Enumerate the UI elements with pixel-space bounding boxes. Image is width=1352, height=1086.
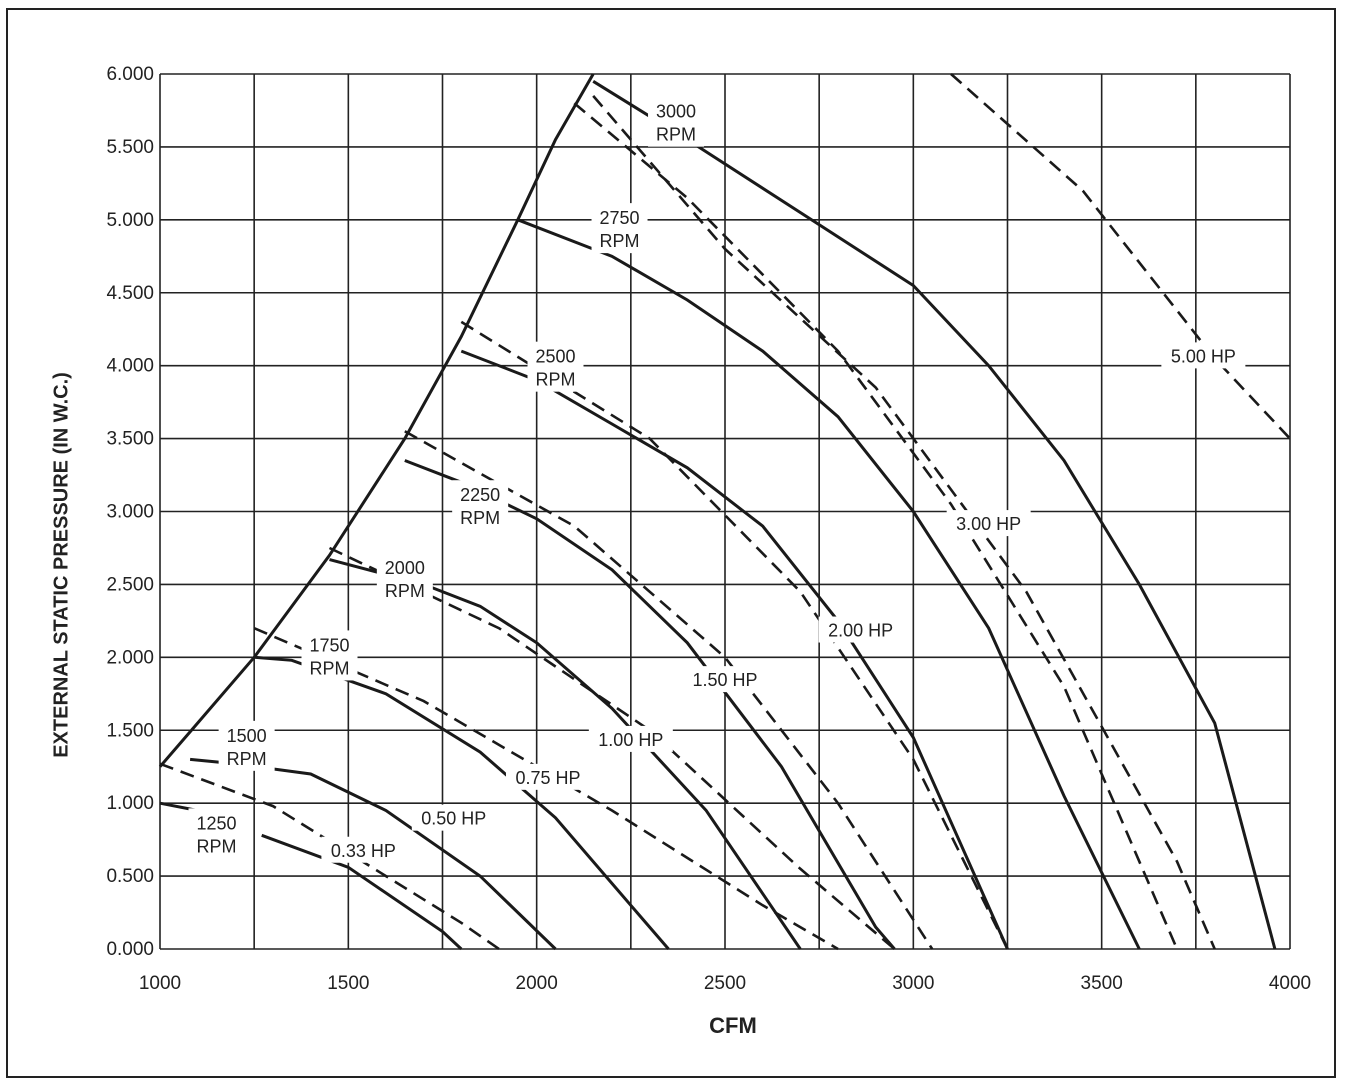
x-tick-label: 1000	[139, 973, 181, 994]
x-tick-label: 2000	[516, 973, 558, 994]
y-tick-label: 3.500	[106, 429, 154, 450]
hp-series-label: 0.33 HP	[331, 841, 396, 861]
x-tick-label: 4000	[1269, 973, 1311, 994]
hp-curve	[592, 95, 1216, 950]
y-axis-label: EXTERNAL STATIC PRESSURE (IN W.C.)	[50, 372, 73, 758]
x-axis-label: CFM	[709, 1013, 757, 1038]
rpm-label-bg	[648, 96, 705, 147]
hp-label-bg	[1161, 342, 1246, 369]
rpm-unit-label: RPM	[656, 125, 696, 145]
hp-series-label: 2.00 HP	[828, 621, 893, 641]
rpm-unit-label: RPM	[600, 231, 640, 251]
hp-label-bg	[818, 616, 903, 643]
rpm-label-bg	[218, 720, 275, 771]
rpm-value-label: 1500	[227, 726, 267, 746]
grid	[159, 73, 1291, 950]
rpm-curve	[592, 80, 1277, 950]
y-tick-label: 3.000	[106, 502, 154, 523]
y-tick-label: 1.500	[106, 720, 154, 741]
x-tick-label: 2500	[704, 973, 746, 994]
y-tick-label: 5.000	[106, 210, 154, 231]
chart-frame	[6, 8, 1336, 1078]
hp-curve	[253, 627, 839, 951]
hp-label-bg	[946, 510, 1031, 537]
rpm-unit-label: RPM	[197, 836, 237, 856]
rpm-label-bg	[452, 480, 509, 531]
rpm-curve	[517, 218, 1141, 950]
hp-series-label: 0.50 HP	[421, 809, 486, 829]
rpm-curve	[261, 833, 463, 951]
rpm-value-label: 2500	[535, 347, 575, 367]
y-tick-label: 2.500	[106, 574, 154, 595]
hp-series-label: 0.75 HP	[515, 768, 580, 788]
rpm-label-bg	[188, 808, 245, 859]
hp-curve	[159, 762, 500, 951]
hp-label-bg	[588, 725, 673, 752]
hp-series-label: 3.00 HP	[956, 514, 1021, 534]
hp-curve	[460, 320, 1009, 950]
rpm-value-label: 2250	[460, 485, 500, 505]
y-tick-label: 0.500	[106, 866, 154, 887]
hp-label-bg	[321, 836, 406, 863]
rpm-label-bg	[301, 630, 358, 681]
rpm-value-label: 2750	[600, 208, 640, 228]
rpm-unit-label: RPM	[385, 581, 425, 601]
hp-series-label: 5.00 HP	[1171, 346, 1236, 366]
surge-limit-line	[158, 73, 595, 768]
hp-label-bg	[505, 763, 590, 790]
rpm-unit-label: RPM	[227, 749, 267, 769]
rpm-label-bg	[527, 341, 584, 392]
rpm-curve	[329, 558, 802, 950]
hp-series-label: 1.50 HP	[692, 670, 757, 690]
rpm-unit-label: RPM	[310, 658, 350, 678]
y-tick-label: 4.500	[106, 283, 154, 304]
rpm-unit-label: RPM	[536, 370, 576, 390]
rpm-value-label: 3000	[656, 102, 696, 122]
y-tick-label: 6.000	[106, 64, 154, 85]
rpm-value-label: 1250	[196, 813, 236, 833]
hp-series-label: 1.00 HP	[598, 730, 663, 750]
rpm-value-label: 2000	[385, 558, 425, 578]
hp-curve	[950, 73, 1291, 440]
x-tick-label: 3500	[1081, 973, 1123, 994]
y-tick-label: 5.500	[106, 137, 154, 158]
rpm-label-bg	[376, 553, 433, 604]
hp-curve	[573, 102, 1179, 950]
rpm-label-bg	[591, 203, 648, 254]
hp-label-bg	[683, 666, 767, 693]
y-tick-label: 4.000	[106, 356, 154, 377]
rpm-unit-label: RPM	[460, 508, 500, 528]
x-tick-label: 1500	[327, 973, 369, 994]
y-tick-label: 1.000	[106, 793, 154, 814]
rpm-value-label: 1750	[309, 635, 349, 655]
y-tick-label: 0.000	[106, 939, 154, 960]
y-tick-label: 2.000	[106, 647, 154, 668]
x-tick-label: 3000	[892, 973, 934, 994]
rpm-curve	[254, 655, 670, 950]
hp-label-bg	[411, 804, 496, 831]
